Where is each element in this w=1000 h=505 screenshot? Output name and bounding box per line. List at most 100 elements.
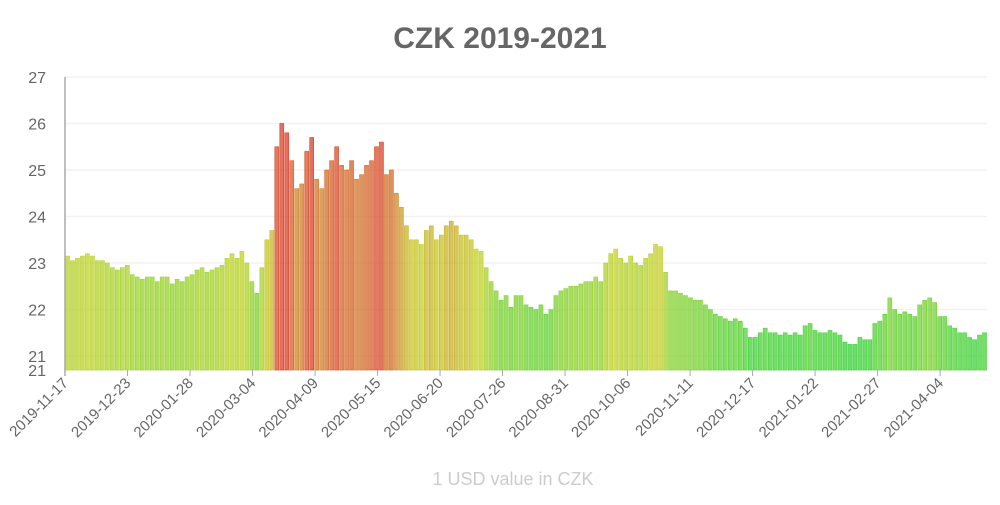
bar[interactable] xyxy=(234,258,240,371)
bar[interactable] xyxy=(75,258,80,371)
bar[interactable] xyxy=(922,299,927,371)
bar[interactable] xyxy=(364,165,369,371)
bar[interactable] xyxy=(384,174,389,371)
bar[interactable] xyxy=(563,288,569,371)
bar[interactable] xyxy=(513,295,519,371)
bar[interactable] xyxy=(718,316,723,371)
bar[interactable] xyxy=(812,330,818,371)
bar[interactable] xyxy=(274,146,280,371)
bar[interactable] xyxy=(204,272,210,371)
bar[interactable] xyxy=(120,267,125,371)
bar[interactable] xyxy=(399,206,404,371)
bar[interactable] xyxy=(523,304,529,371)
bar[interactable] xyxy=(329,160,334,371)
bar[interactable] xyxy=(219,265,225,371)
bar[interactable] xyxy=(359,174,364,371)
bar[interactable] xyxy=(159,276,165,371)
bar[interactable] xyxy=(937,316,942,371)
bar[interactable] xyxy=(319,188,324,371)
bar[interactable] xyxy=(354,179,359,371)
bar[interactable] xyxy=(902,311,908,371)
bar[interactable] xyxy=(498,299,504,371)
bar[interactable] xyxy=(897,313,903,371)
bar[interactable] xyxy=(872,323,878,371)
bar[interactable] xyxy=(832,332,838,371)
bar[interactable] xyxy=(613,248,618,371)
bar[interactable] xyxy=(623,262,628,371)
bar[interactable] xyxy=(837,334,843,371)
bar[interactable] xyxy=(673,290,678,371)
bar[interactable] xyxy=(792,332,798,371)
bar[interactable] xyxy=(678,292,683,371)
bar[interactable] xyxy=(658,246,663,371)
bar[interactable] xyxy=(553,295,559,371)
bar[interactable] xyxy=(643,258,648,371)
bar[interactable] xyxy=(972,339,977,371)
bar[interactable] xyxy=(115,269,120,371)
bar[interactable] xyxy=(90,255,95,371)
bar[interactable] xyxy=(752,337,758,371)
bar[interactable] xyxy=(438,234,444,371)
bar[interactable] xyxy=(110,267,115,371)
bar[interactable] xyxy=(409,239,414,371)
bar[interactable] xyxy=(433,239,439,371)
bar[interactable] xyxy=(169,283,175,371)
bar[interactable] xyxy=(882,313,888,371)
bar[interactable] xyxy=(912,316,918,371)
bar[interactable] xyxy=(728,320,733,371)
bar[interactable] xyxy=(254,292,260,371)
bar[interactable] xyxy=(698,299,703,371)
bar[interactable] xyxy=(708,309,713,371)
bar[interactable] xyxy=(862,339,868,371)
bar[interactable] xyxy=(598,281,604,371)
bar[interactable] xyxy=(907,313,913,371)
bar[interactable] xyxy=(314,179,319,371)
bar[interactable] xyxy=(70,260,75,371)
bar[interactable] xyxy=(448,220,454,371)
bar[interactable] xyxy=(733,318,738,371)
bar[interactable] xyxy=(648,253,653,371)
bar[interactable] xyxy=(493,290,499,371)
bar[interactable] xyxy=(453,225,459,371)
bar[interactable] xyxy=(249,281,255,371)
bar[interactable] xyxy=(458,234,464,371)
bar[interactable] xyxy=(738,320,743,371)
bar[interactable] xyxy=(164,276,170,371)
bar[interactable] xyxy=(65,255,70,371)
bar[interactable] xyxy=(294,188,300,371)
bar[interactable] xyxy=(558,290,564,371)
bar[interactable] xyxy=(279,123,285,371)
bar[interactable] xyxy=(578,283,584,371)
bar[interactable] xyxy=(125,265,130,371)
bar[interactable] xyxy=(583,281,589,371)
bar[interactable] xyxy=(827,330,833,371)
bar[interactable] xyxy=(723,318,728,371)
bar[interactable] xyxy=(478,251,484,371)
bar[interactable] xyxy=(379,141,384,371)
bar[interactable] xyxy=(264,239,270,371)
bar[interactable] xyxy=(508,306,514,371)
bar[interactable] xyxy=(528,306,534,371)
bar[interactable] xyxy=(85,253,90,371)
bar[interactable] xyxy=(394,192,399,371)
bar[interactable] xyxy=(807,323,813,371)
bar[interactable] xyxy=(693,299,698,371)
bar[interactable] xyxy=(414,239,419,371)
bar[interactable] xyxy=(139,279,145,371)
bar[interactable] xyxy=(389,169,394,371)
bar[interactable] xyxy=(847,344,853,371)
bar[interactable] xyxy=(543,313,549,371)
bar[interactable] xyxy=(100,260,105,371)
bar[interactable] xyxy=(952,327,957,371)
bar[interactable] xyxy=(349,160,354,371)
bar[interactable] xyxy=(229,253,235,371)
bar[interactable] xyxy=(877,320,883,371)
bar[interactable] xyxy=(588,281,594,371)
bar[interactable] xyxy=(932,302,937,371)
bar[interactable] xyxy=(154,281,160,371)
bar[interactable] xyxy=(663,272,668,371)
bar[interactable] xyxy=(782,332,788,371)
bar[interactable] xyxy=(179,281,185,371)
bar[interactable] xyxy=(224,258,230,371)
bar[interactable] xyxy=(962,332,967,371)
